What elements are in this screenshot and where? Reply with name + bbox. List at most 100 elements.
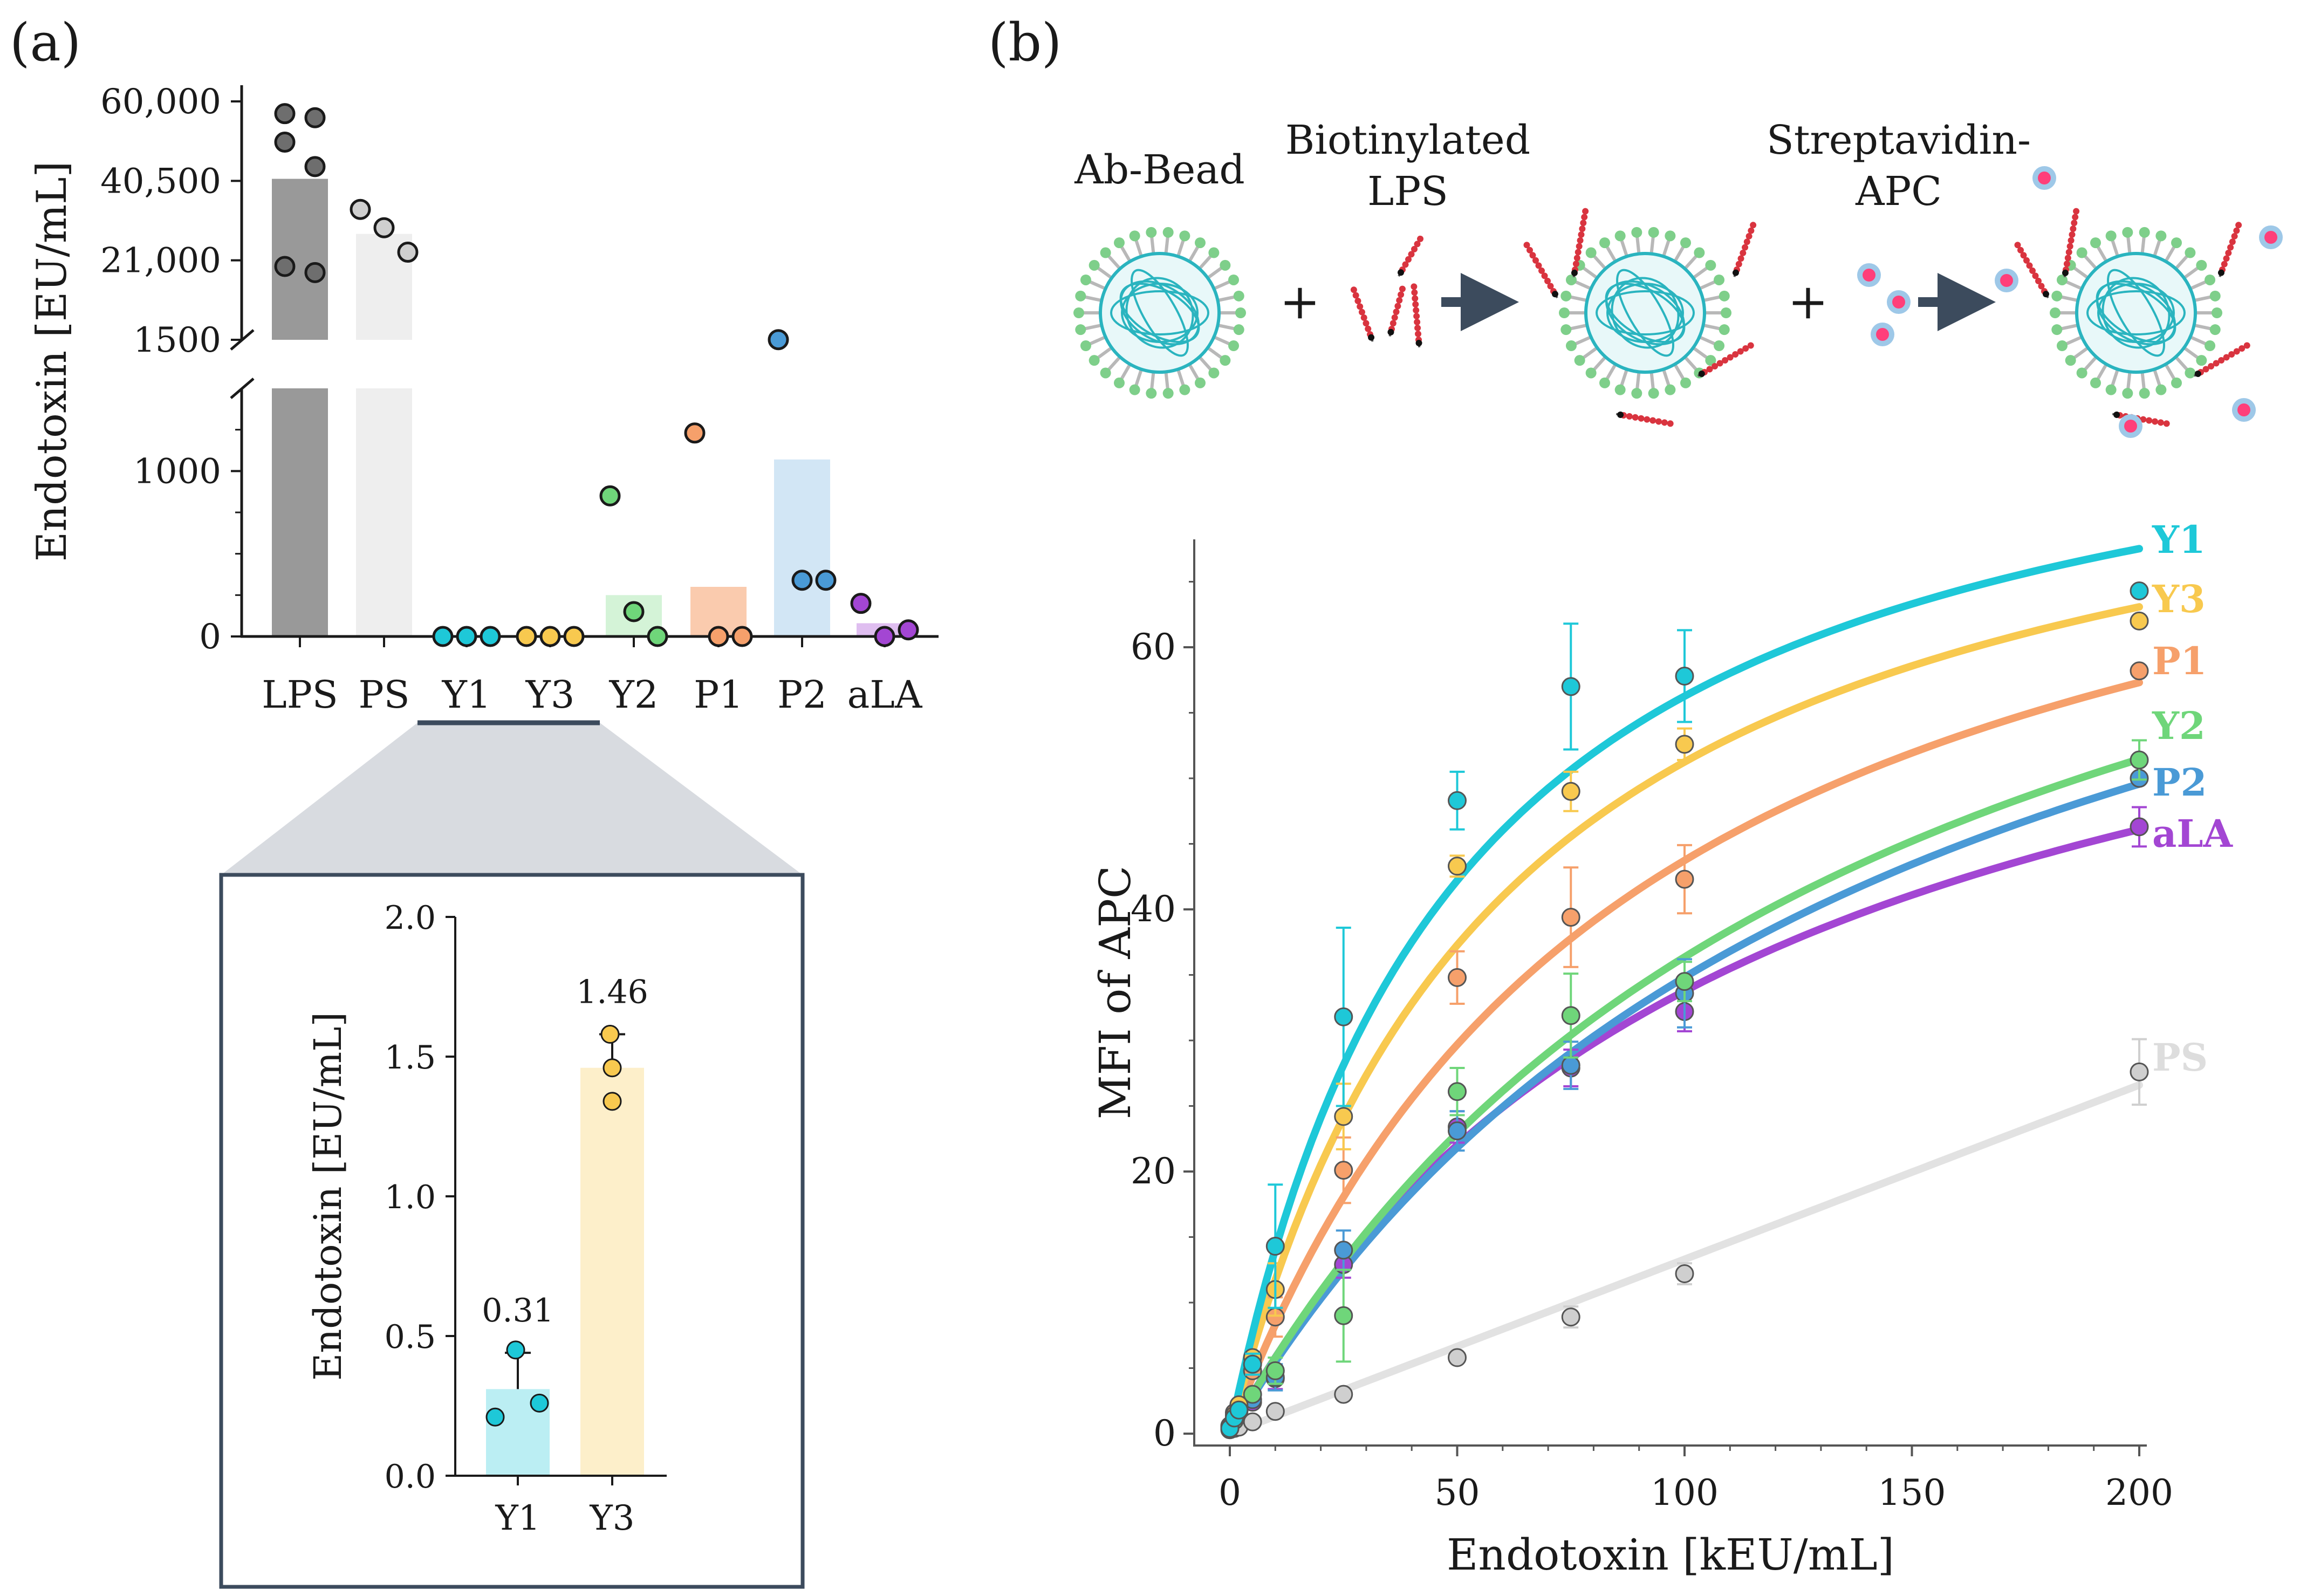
bead-polymer-icon (1596, 290, 1695, 335)
lps-sugar-unit (1582, 208, 1589, 215)
lps-sugar-unit (2029, 267, 2036, 274)
lps-sugar-unit (1727, 354, 1734, 361)
antibody-head (1146, 227, 1157, 238)
antibody-head (2205, 340, 2216, 352)
bound-apc-icon (2119, 414, 2142, 438)
point-p2-5 (1334, 1241, 1353, 1260)
lps-sugar-unit (2223, 255, 2230, 262)
point-p2-6 (1448, 1121, 1467, 1141)
lps-sugar-unit (2157, 419, 2164, 426)
antibody-head (1665, 384, 1676, 395)
lps-sugar-unit (1579, 225, 1586, 232)
point-p2-2 (815, 570, 837, 591)
point-y2-8 (1675, 972, 1694, 991)
antibody-head (2209, 324, 2221, 335)
point-y1-2 (1229, 1400, 1249, 1420)
lps-sugar-unit (1414, 241, 1421, 248)
b-y-axis-label: MFI of APC (1090, 866, 1140, 1119)
panel-a-inset-chart: 0.31 1.46 Y1 Y3 0.0 0.5 1.0 1.5 2.0 Endotoxin [… (306, 899, 667, 1538)
bound-lps-icon (2217, 222, 2242, 277)
lps-sugar-unit (1391, 314, 1398, 321)
lps-sugar-unit (1414, 325, 1421, 332)
lps-sugar-unit (1411, 245, 1418, 252)
label-apc: APC (1855, 168, 1942, 215)
point-ala-9 (2130, 817, 2149, 837)
lps-sugar-unit (1547, 283, 1554, 290)
lps-sugar-unit (1661, 419, 1668, 426)
antibody-head (1114, 237, 1125, 249)
point-y2-2 (647, 626, 668, 647)
point-y1-0 (432, 626, 454, 647)
antibody-head (2185, 247, 2196, 258)
antibody-head (2122, 227, 2133, 238)
lps-sugar-unit (1413, 313, 1420, 320)
point-y1-8 (1675, 666, 1694, 686)
inset-x-tick-label-y3: Y3 (590, 1498, 635, 1538)
apc-fluorophore-icon (2000, 274, 2013, 287)
b-x-tick-label-0: 0 (1219, 1472, 1241, 1513)
a-y-tick-label-lower-0: 0 (199, 617, 221, 657)
b-y-tick-label-0: 0 (1153, 1413, 1176, 1454)
lps-sugar-unit (1413, 307, 1420, 314)
apc-fluorophore-icon (2124, 420, 2137, 433)
antibody-head (2155, 384, 2167, 395)
legend-label-p1: P1 (2152, 639, 2207, 683)
point-ps-6 (1448, 1348, 1467, 1367)
lps-sugar-unit (1747, 342, 1754, 349)
lps-sugar-unit (1638, 415, 1645, 422)
lps-sugar-unit (2032, 272, 2039, 279)
plus-sign-1: + (1279, 273, 1320, 330)
antibody-head (1614, 384, 1626, 395)
point-y1-5 (1334, 1007, 1353, 1026)
antibody-head (1705, 355, 1716, 366)
b-y-tick-label-20: 20 (1131, 1150, 1176, 1192)
bead-polymer-icon (1125, 277, 1194, 349)
antibody-head (2065, 355, 2076, 366)
a-x-tick-label-y3: Y3 (525, 673, 575, 717)
lps-sugar-unit (1360, 314, 1367, 321)
lps-sugar-unit (1740, 249, 1747, 256)
bound-lps-icon (1571, 208, 1589, 278)
fit-curve-ala (1226, 825, 2143, 1437)
fit-curve-p1 (1226, 679, 2143, 1437)
lps-sugar-unit (2070, 225, 2077, 232)
bead-polymer-icon (1131, 269, 1189, 357)
antibody-head (2171, 377, 2182, 388)
bead-polymer-icon (2086, 290, 2186, 335)
lps-sugar-unit (1577, 237, 1584, 244)
point-y2-5 (1334, 1306, 1353, 1325)
antibody-head (1208, 367, 1220, 379)
antibody-head (2196, 259, 2207, 271)
inset-point-y1-1 (485, 1407, 505, 1427)
point-ala-1 (874, 626, 895, 647)
point-y1-4 (1265, 1237, 1285, 1256)
point-y3-8 (1675, 735, 1694, 754)
a-x-tick-label-ps: PS (358, 673, 409, 717)
a-axis-break-lower (230, 378, 255, 399)
inset-y-tick-label-0: 0.0 (385, 1458, 436, 1496)
lps-sugar-unit (1408, 251, 1415, 258)
a-x-tick-label-y1: Y1 (442, 673, 491, 717)
antibody-head (1721, 307, 1731, 318)
lps-sugar-unit (2069, 231, 2076, 238)
lps-sugar-unit (1742, 345, 1749, 352)
bound-lps-icon (1523, 242, 1558, 299)
bound-lps-icon (2014, 242, 2049, 299)
lps-sugar-unit (2227, 244, 2234, 251)
antibody-head (2139, 388, 2150, 399)
point-lps-5 (304, 262, 326, 283)
antibody-head (1565, 274, 1577, 285)
lps-sugar-unit (1527, 246, 1533, 254)
antibody-head (2090, 377, 2101, 388)
lps-sugar-unit (2035, 277, 2042, 284)
point-y3-0 (516, 626, 537, 647)
lps-sugar-unit (1541, 272, 1548, 279)
lps-sugar-unit (1626, 413, 1633, 420)
antibody-head (2076, 247, 2087, 258)
lps-sugar-unit (1576, 243, 1583, 250)
inset-point-y3-2 (603, 1092, 622, 1111)
lps-sugar-unit (2066, 243, 2073, 250)
b-x-tick-label-150: 150 (1878, 1472, 1946, 1513)
antibody-head (1705, 259, 1716, 271)
